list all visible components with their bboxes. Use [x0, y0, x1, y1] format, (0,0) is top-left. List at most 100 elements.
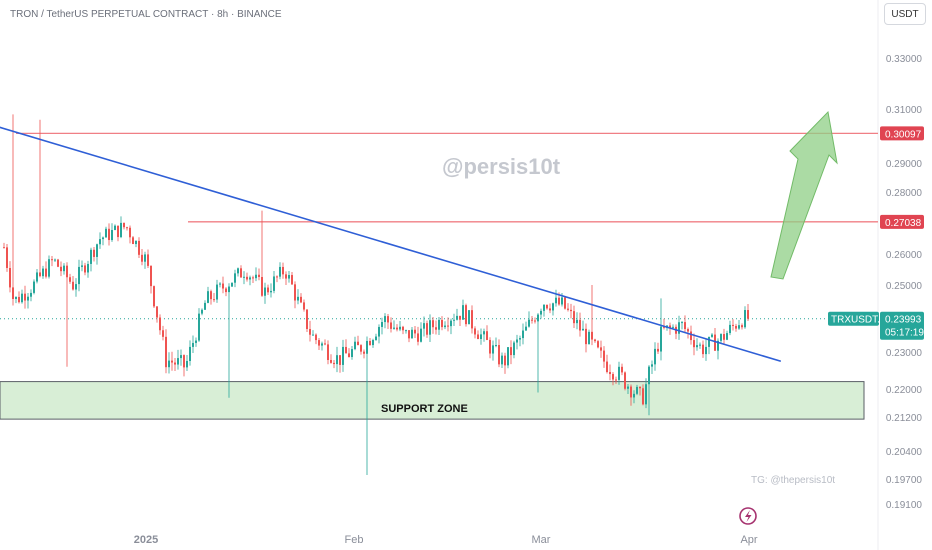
candle-body	[195, 340, 197, 343]
candle-body	[222, 283, 224, 289]
candle-body	[129, 227, 131, 238]
candle-body	[477, 334, 479, 340]
time-axis[interactable]: 2025 Feb Mar Apr	[134, 534, 758, 546]
candle-body	[303, 302, 305, 310]
candle-body	[525, 326, 527, 331]
candle-body	[513, 342, 515, 356]
candle-body	[156, 306, 158, 318]
candle-body	[726, 333, 728, 340]
price-tick-label: 0.21200	[886, 413, 923, 424]
candle-body	[333, 362, 335, 365]
candle-body	[81, 265, 83, 267]
candle-body	[267, 287, 269, 293]
candle-body	[558, 297, 560, 305]
candle-body	[30, 292, 32, 297]
candle-body	[51, 259, 53, 261]
candle-body	[237, 268, 239, 274]
candle-body	[387, 316, 389, 323]
candle-body	[396, 327, 398, 330]
candle-body	[3, 247, 5, 249]
bullish-arrow	[770, 110, 838, 280]
level-label-box-upper	[880, 126, 924, 141]
candle-body	[744, 310, 746, 328]
candle-body	[57, 259, 59, 267]
candle-body	[378, 326, 380, 337]
candle-body	[234, 273, 236, 283]
candle-body	[648, 366, 650, 385]
resistance-lines	[16, 132, 878, 223]
candle-body	[732, 324, 734, 326]
candle-body	[189, 346, 191, 361]
candle-body	[432, 320, 434, 328]
candle-body	[24, 293, 26, 301]
current-price-box	[880, 311, 924, 340]
candle-body	[576, 319, 578, 324]
candle-body	[141, 254, 143, 262]
candle-body	[336, 355, 338, 365]
candle-body	[693, 340, 695, 348]
candle-body	[633, 393, 635, 398]
candle-body	[282, 266, 284, 275]
candle-body	[741, 325, 743, 328]
candle-body	[591, 331, 593, 340]
candle-body	[339, 355, 341, 365]
candle-body	[645, 384, 647, 405]
candle-body	[12, 287, 14, 300]
candle-body	[114, 225, 116, 231]
candle-body	[480, 334, 482, 340]
candle-body	[243, 276, 245, 278]
price-tick-label: 0.28000	[886, 188, 923, 199]
candle-body	[318, 340, 320, 346]
candle-body	[198, 313, 200, 341]
candle-body	[36, 272, 38, 282]
candle-body	[399, 326, 401, 330]
price-axis[interactable]: 0.33000 0.31000 0.29000 0.28000 0.26000 0.250…	[886, 54, 923, 511]
candle-body	[300, 296, 302, 303]
candle-body	[330, 360, 332, 363]
candle-body	[426, 323, 428, 335]
candle-body	[516, 339, 518, 343]
price-tick-label: 0.19700	[886, 475, 923, 486]
candle-body	[438, 319, 440, 330]
candle-body	[705, 346, 707, 355]
candle-body	[72, 281, 74, 290]
candle-body	[546, 304, 548, 309]
candle-body	[291, 275, 293, 285]
candle-body	[501, 355, 503, 365]
candle-body	[69, 277, 71, 282]
support-zone	[0, 381, 865, 420]
candle-body	[285, 274, 287, 279]
candle-body	[126, 227, 128, 229]
candle-body	[510, 347, 512, 356]
candle-body	[327, 344, 329, 361]
candle-body	[390, 322, 392, 329]
currency-selector[interactable]: USDT	[884, 3, 926, 25]
candle-body	[357, 341, 359, 346]
candle-body	[375, 336, 377, 341]
candle-body	[135, 240, 137, 245]
descending-trendline	[0, 126, 782, 363]
candle-body	[225, 288, 227, 293]
candle-body	[483, 331, 485, 335]
candle-body	[75, 284, 77, 290]
candle-body	[63, 265, 65, 272]
candle-body	[549, 308, 551, 311]
candle-body	[117, 225, 119, 238]
candle-body	[624, 372, 626, 389]
candle-body	[342, 346, 344, 365]
candle-body	[201, 309, 203, 314]
candle-body	[528, 319, 530, 327]
candle-body	[270, 290, 272, 293]
candle-body	[54, 259, 56, 261]
candle-body	[552, 303, 554, 311]
candle-body	[621, 366, 623, 373]
candle-body	[45, 268, 47, 277]
candle-body	[681, 322, 683, 324]
lightning-icon[interactable]	[739, 507, 757, 525]
candle-body	[492, 345, 494, 354]
candle-body	[180, 355, 182, 359]
price-tick-label: 0.31000	[886, 105, 923, 116]
candle-body	[297, 296, 299, 301]
candle-body	[144, 254, 146, 262]
